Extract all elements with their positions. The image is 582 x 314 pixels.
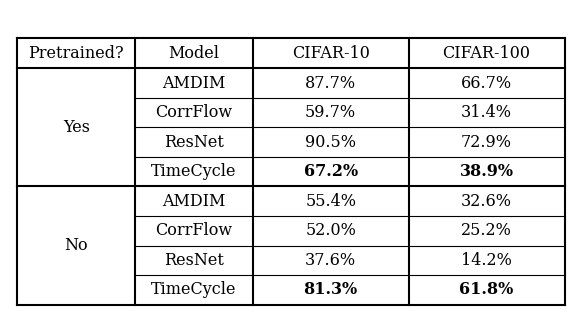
Text: 59.7%: 59.7% bbox=[305, 104, 356, 121]
Text: CorrFlow: CorrFlow bbox=[155, 104, 232, 121]
Text: 25.2%: 25.2% bbox=[461, 222, 512, 239]
Text: 67.2%: 67.2% bbox=[304, 163, 358, 180]
Text: 61.8%: 61.8% bbox=[459, 281, 514, 298]
Text: CIFAR-100: CIFAR-100 bbox=[442, 45, 531, 62]
Text: CIFAR-10: CIFAR-10 bbox=[292, 45, 370, 62]
Text: AMDIM: AMDIM bbox=[162, 193, 226, 210]
Text: 38.9%: 38.9% bbox=[460, 163, 513, 180]
Text: 55.4%: 55.4% bbox=[305, 193, 356, 210]
Text: CorrFlow: CorrFlow bbox=[155, 222, 232, 239]
Text: AMDIM: AMDIM bbox=[162, 75, 226, 92]
Text: 81.3%: 81.3% bbox=[304, 281, 358, 298]
Text: TimeCycle: TimeCycle bbox=[151, 281, 237, 298]
Text: Pretrained?: Pretrained? bbox=[29, 45, 124, 62]
Text: 31.4%: 31.4% bbox=[461, 104, 512, 121]
Text: 37.6%: 37.6% bbox=[305, 252, 356, 269]
Text: 66.7%: 66.7% bbox=[461, 75, 512, 92]
Text: 32.6%: 32.6% bbox=[461, 193, 512, 210]
Text: TimeCycle: TimeCycle bbox=[151, 163, 237, 180]
Text: No: No bbox=[65, 237, 88, 254]
Text: ResNet: ResNet bbox=[164, 134, 224, 151]
Text: Model: Model bbox=[168, 45, 219, 62]
Text: 90.5%: 90.5% bbox=[305, 134, 356, 151]
Text: Yes: Yes bbox=[63, 119, 90, 136]
Text: 87.7%: 87.7% bbox=[305, 75, 356, 92]
Text: 14.2%: 14.2% bbox=[461, 252, 512, 269]
Text: 72.9%: 72.9% bbox=[461, 134, 512, 151]
Text: ResNet: ResNet bbox=[164, 252, 224, 269]
Text: 52.0%: 52.0% bbox=[305, 222, 356, 239]
